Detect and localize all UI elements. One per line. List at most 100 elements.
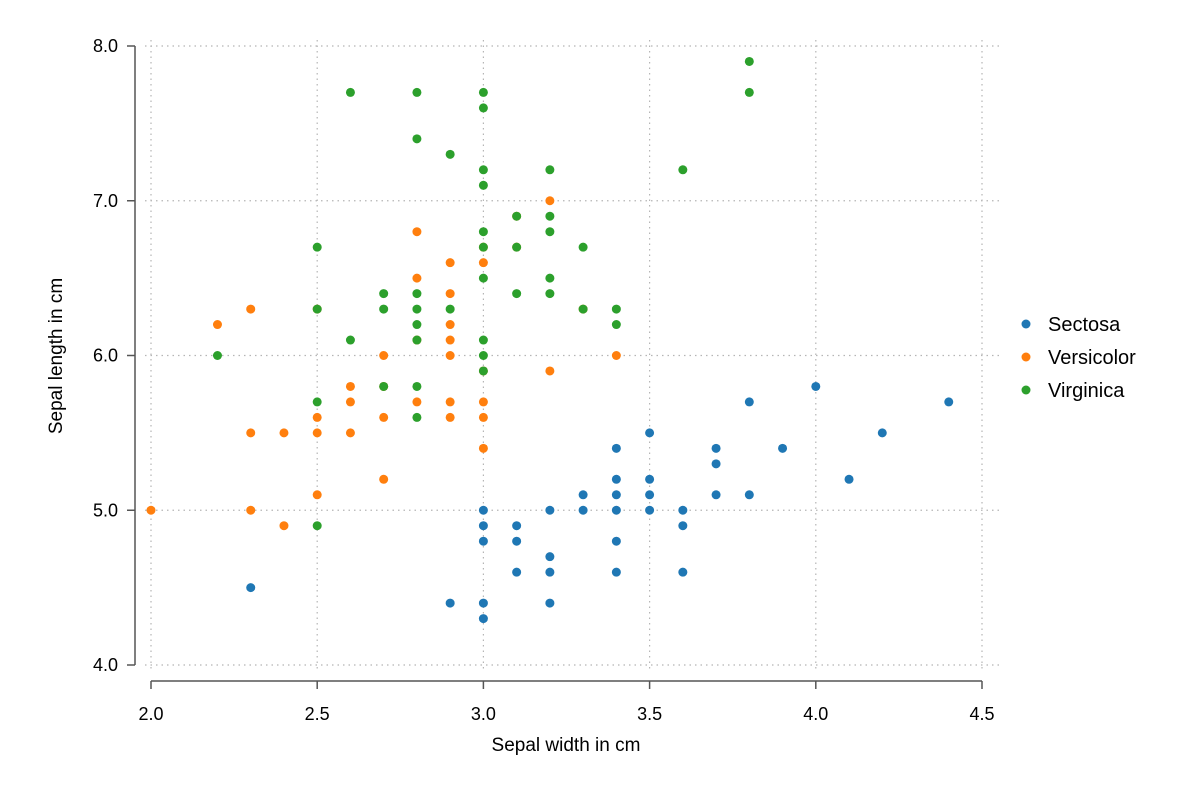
y-ticks: 4.0 5.0 6.0 7.0 8.0 xyxy=(93,36,135,675)
data-point xyxy=(944,397,954,407)
data-point xyxy=(545,552,555,562)
data-point xyxy=(412,381,422,391)
legend-marker xyxy=(1021,385,1031,395)
series-sectosa xyxy=(246,381,954,624)
data-point xyxy=(512,567,522,577)
data-point xyxy=(246,304,256,314)
data-point xyxy=(246,505,256,515)
data-point xyxy=(445,351,455,360)
data-point xyxy=(545,227,555,237)
data-point xyxy=(212,351,222,360)
data-point xyxy=(678,505,688,515)
data-point xyxy=(412,335,422,345)
data-point xyxy=(611,351,621,360)
x-tick-label: 2.5 xyxy=(305,704,330,724)
y-axis-label: Sepal length in cm xyxy=(46,278,67,434)
data-point xyxy=(379,351,389,360)
data-point xyxy=(412,304,422,314)
data-point xyxy=(445,412,455,422)
legend-marker xyxy=(1021,352,1031,362)
data-point xyxy=(345,87,355,97)
data-point xyxy=(312,242,322,252)
y-tick-label: 4.0 xyxy=(93,655,118,675)
legend-label: Sectosa xyxy=(1048,314,1121,336)
data-point xyxy=(379,381,389,391)
data-point xyxy=(412,320,422,330)
data-point xyxy=(645,490,655,500)
data-point xyxy=(412,134,422,144)
data-point xyxy=(478,521,488,531)
x-ticks: 2.0 2.5 3.0 3.5 4.0 4.5 xyxy=(138,681,995,724)
data-point xyxy=(478,335,488,345)
data-point xyxy=(512,211,522,221)
axes xyxy=(134,46,982,682)
data-point xyxy=(312,412,322,422)
data-point xyxy=(478,366,488,376)
data-point xyxy=(246,428,256,438)
data-points xyxy=(146,56,954,624)
data-point xyxy=(445,304,455,314)
data-point xyxy=(578,304,588,314)
data-point xyxy=(412,397,422,407)
data-point xyxy=(678,521,688,531)
data-point xyxy=(611,320,621,330)
data-point xyxy=(478,351,488,360)
data-point xyxy=(312,397,322,407)
data-point xyxy=(877,428,887,438)
data-point xyxy=(445,397,455,407)
legend-label: Virginica xyxy=(1048,380,1125,402)
legend: Sectosa Versicolor Virginica xyxy=(1021,314,1136,402)
data-point xyxy=(744,56,754,66)
data-point xyxy=(146,505,156,515)
data-point xyxy=(545,598,555,608)
y-tick-label: 6.0 xyxy=(93,346,118,366)
data-point xyxy=(478,165,488,175)
data-point xyxy=(445,335,455,345)
data-point xyxy=(611,474,621,484)
series-virginica xyxy=(212,56,754,531)
data-point xyxy=(478,103,488,113)
data-point xyxy=(611,304,621,314)
data-point xyxy=(744,397,754,407)
data-point xyxy=(478,443,488,453)
data-point xyxy=(478,87,488,97)
data-point xyxy=(545,165,555,175)
x-axis-label: Sepal width in cm xyxy=(492,735,641,756)
data-point xyxy=(445,258,455,268)
y-tick-label: 8.0 xyxy=(93,36,118,56)
data-point xyxy=(345,428,355,438)
data-point xyxy=(711,443,721,453)
data-point xyxy=(512,289,522,299)
data-point xyxy=(478,505,488,515)
data-point xyxy=(645,428,655,438)
data-point xyxy=(611,567,621,577)
data-point xyxy=(412,227,422,237)
x-tick-label: 3.5 xyxy=(637,704,662,724)
x-tick-label: 4.5 xyxy=(969,704,994,724)
data-point xyxy=(478,227,488,237)
data-point xyxy=(711,459,721,469)
data-point xyxy=(412,273,422,283)
data-point xyxy=(811,381,821,391)
data-point xyxy=(412,87,422,97)
data-point xyxy=(379,412,389,422)
data-point xyxy=(246,583,256,593)
data-point xyxy=(478,258,488,268)
data-point xyxy=(478,536,488,546)
data-point xyxy=(345,335,355,345)
data-point xyxy=(611,490,621,500)
data-point xyxy=(545,289,555,299)
data-point xyxy=(312,490,322,500)
data-point xyxy=(545,567,555,577)
data-point xyxy=(412,289,422,299)
grid-lines xyxy=(145,40,1000,669)
data-point xyxy=(578,505,588,515)
data-point xyxy=(478,598,488,608)
data-point xyxy=(478,180,488,190)
x-tick-label: 3.0 xyxy=(471,704,496,724)
data-point xyxy=(611,443,621,453)
data-point xyxy=(478,242,488,252)
data-point xyxy=(512,521,522,531)
data-point xyxy=(578,490,588,500)
